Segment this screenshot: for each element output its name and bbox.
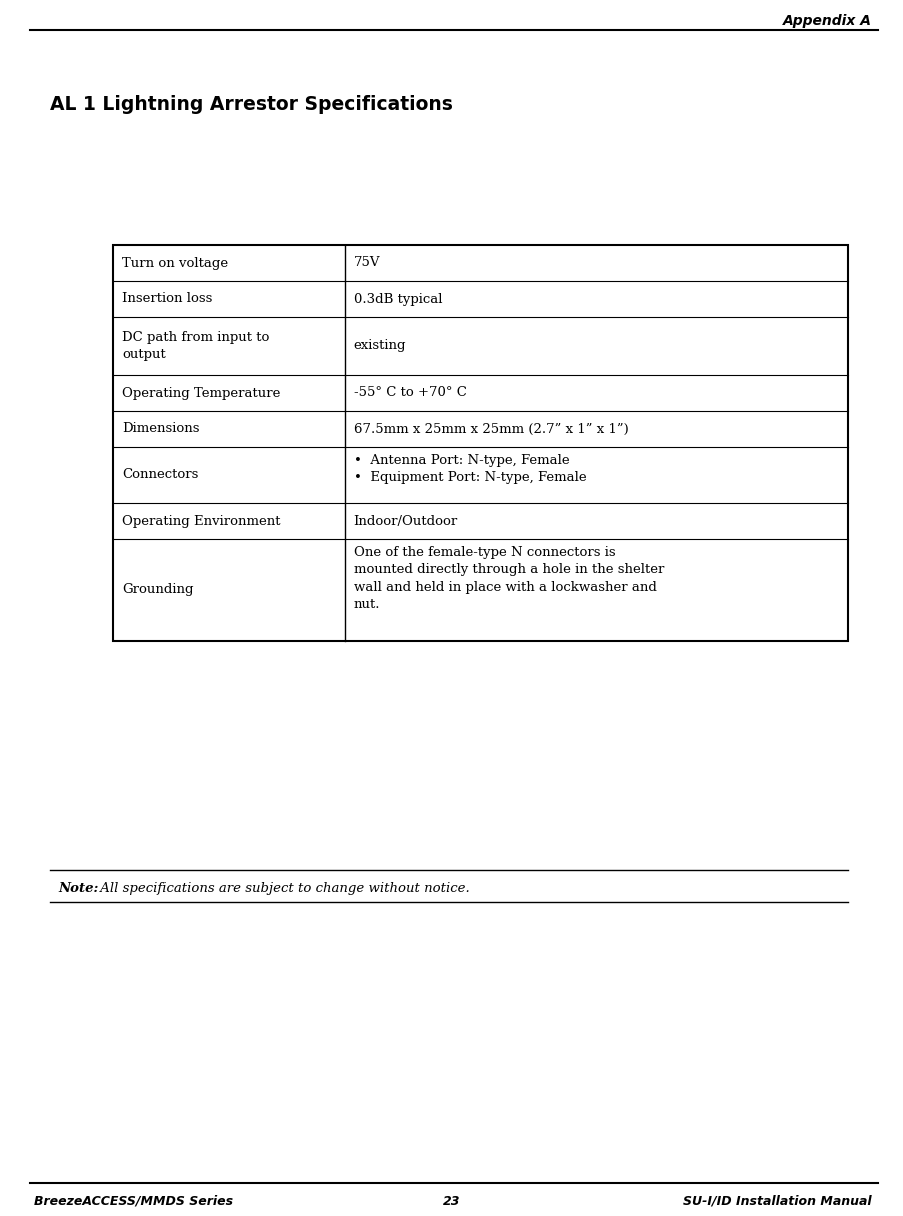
- Text: Turn on voltage: Turn on voltage: [122, 257, 228, 270]
- Text: Dimensions: Dimensions: [122, 422, 200, 435]
- Text: 0.3dB typical: 0.3dB typical: [353, 293, 442, 305]
- Text: Operating Temperature: Operating Temperature: [122, 387, 280, 400]
- Text: One of the female-type N connectors is
mounted directly through a hole in the sh: One of the female-type N connectors is m…: [353, 546, 663, 612]
- Text: Indoor/Outdoor: Indoor/Outdoor: [353, 514, 457, 528]
- Text: Operating Environment: Operating Environment: [122, 514, 280, 528]
- Text: Grounding: Grounding: [122, 584, 193, 597]
- Text: 67.5mm x 25mm x 25mm (2.7” x 1” x 1”): 67.5mm x 25mm x 25mm (2.7” x 1” x 1”): [353, 422, 628, 435]
- Text: 23: 23: [442, 1195, 461, 1207]
- Bar: [113, 244, 847, 641]
- Text: 75V: 75V: [353, 257, 379, 270]
- Text: BreezeACCESS/MMDS Series: BreezeACCESS/MMDS Series: [34, 1195, 233, 1207]
- Text: DC path from input to
output: DC path from input to output: [122, 331, 269, 361]
- Text: existing: existing: [353, 339, 405, 353]
- Text: Connectors: Connectors: [122, 468, 198, 482]
- Text: SU-I/ID Installation Manual: SU-I/ID Installation Manual: [683, 1195, 871, 1207]
- Text: Note:: Note:: [58, 882, 98, 895]
- Text: Appendix A: Appendix A: [782, 15, 871, 28]
- Text: •  Antenna Port: N-type, Female
•  Equipment Port: N-type, Female: • Antenna Port: N-type, Female • Equipme…: [353, 454, 585, 484]
- Text: -55° C to +70° C: -55° C to +70° C: [353, 387, 466, 400]
- Text: Insertion loss: Insertion loss: [122, 293, 212, 305]
- Text: All specifications are subject to change without notice.: All specifications are subject to change…: [96, 882, 470, 895]
- Text: AL 1 Lightning Arrestor Specifications: AL 1 Lightning Arrestor Specifications: [50, 95, 452, 114]
